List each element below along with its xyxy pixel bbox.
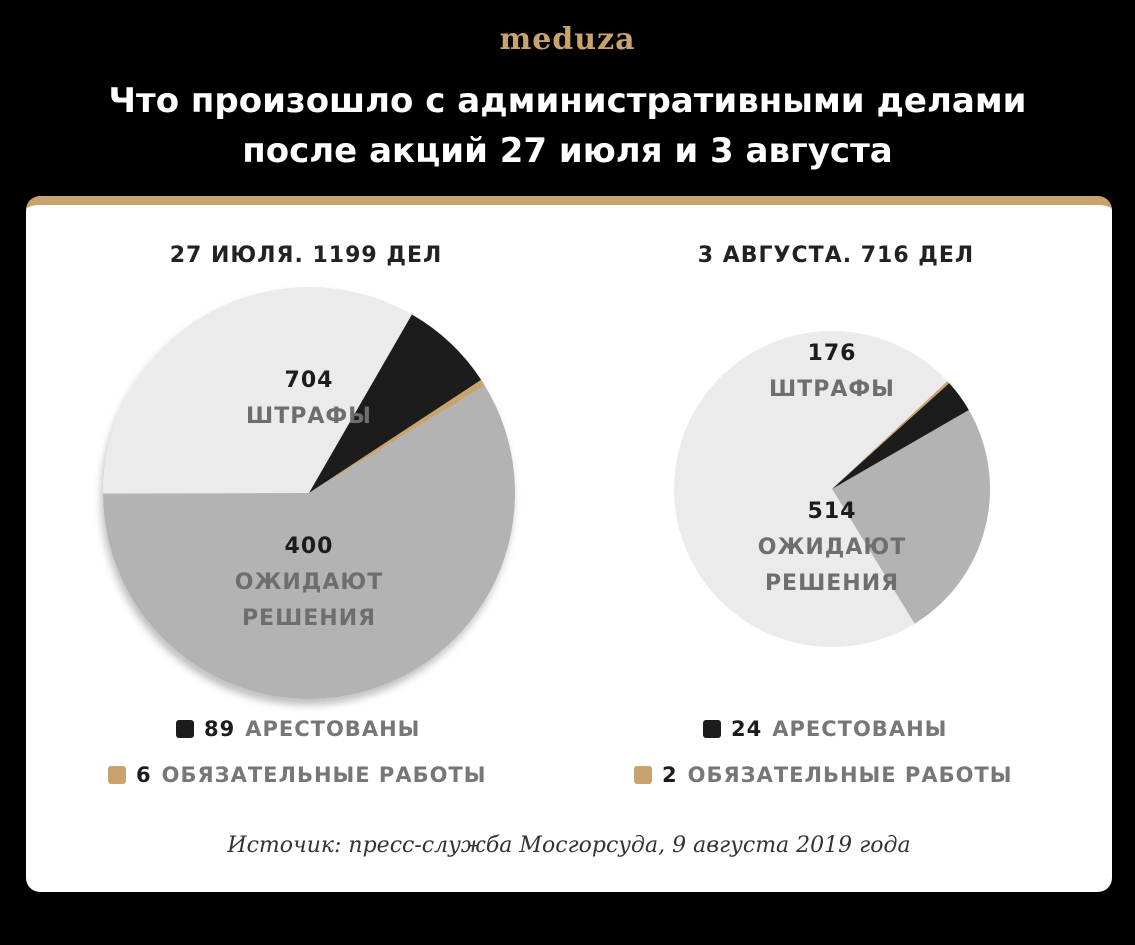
pie-2-label-2-line-1: 514 (808, 499, 857, 524)
pie-2-slice-3 (832, 381, 950, 489)
pie-1-slice-4 (309, 379, 485, 493)
pie-1-label-2-line-2: ОЖИДАЮТ (235, 570, 384, 595)
legend-label: ОБЯЗАТЕЛЬНЫЕ РАБОТЫ (161, 763, 487, 787)
title-line-2: после акций 27 июля и 3 августа (242, 131, 893, 171)
title-line-1: Что произошло с административными делами (108, 81, 1027, 121)
pie-chart-july-27: 704 ШТРАФЫ 400 ОЖИДАЮТ РЕШЕНИЯ 176 ШТРАФЫ 514 ОЖ… (103, 287, 991, 699)
legend-community-work-july: 6 ОБЯЗАТЕЛЬНЫЕ РАБОТЫ (108, 763, 487, 787)
pie-1-slice-1 (103, 385, 515, 699)
pie-1-slice-2 (103, 287, 412, 494)
arrested-swatch (176, 720, 194, 738)
legend-value: 24 (731, 717, 763, 741)
legend-community-work-august: 2 ОБЯЗАТЕЛЬНЫЕ РАБОТЫ (634, 763, 1013, 787)
pie-1-label-1-line-1: 704 (285, 368, 334, 393)
pie-2-label-2-line-3: РЕШЕНИЯ (765, 571, 899, 596)
pie-1-label-2-line-3: РЕШЕНИЯ (242, 606, 376, 631)
legend-value: 89 (204, 717, 236, 741)
legend-label: АРЕСТОВАНЫ (772, 717, 948, 741)
pie-1-label-2-line-1: 400 (285, 534, 334, 559)
pie-2-slice-2 (673, 331, 948, 647)
legend-arrested-july: 89 АРЕСТОВАНЫ (176, 717, 420, 741)
community-work-swatch (108, 766, 126, 784)
pie-1-label-1-line-2: ШТРАФЫ (246, 404, 372, 429)
chart-1-title: 27 ИЮЛЯ. 1199 ДЕЛ (169, 243, 443, 268)
chart-card: 27 ИЮЛЯ. 1199 ДЕЛ 3 АВГУСТА. 716 ДЕЛ 704… (26, 196, 1112, 892)
page-title: Что произошло с административными делами… (0, 76, 1135, 176)
legend-arrested-august: 24 АРЕСТОВАНЫ (703, 717, 947, 741)
legend-value: 6 (136, 763, 152, 787)
source-note: Источик: пресс-служба Мосгорсуда, 9 авгу… (227, 833, 911, 858)
pie-1-slices (103, 287, 515, 699)
pie-2-label-1-line-1: 176 (808, 341, 857, 366)
legend-value: 2 (662, 763, 678, 787)
meduza-logo: meduza (499, 22, 636, 57)
community-work-swatch (634, 766, 652, 784)
arrested-swatch (703, 720, 721, 738)
pie-2-label-2-line-2: ОЖИДАЮТ (758, 535, 907, 560)
pie-1-slice-3 (309, 314, 482, 493)
legend-label: ОБЯЗАТЕЛЬНЫЕ РАБОТЫ (687, 763, 1013, 787)
pie-2-slice-1 (832, 410, 991, 624)
pie-2-slices (673, 331, 991, 647)
pie-2-label-1-line-2: ШТРАФЫ (769, 377, 895, 402)
chart-2-title: 3 АВГУСТА. 716 ДЕЛ (697, 243, 975, 268)
pie-2-slice-4 (832, 383, 969, 489)
legend-label: АРЕСТОВАНЫ (245, 717, 421, 741)
